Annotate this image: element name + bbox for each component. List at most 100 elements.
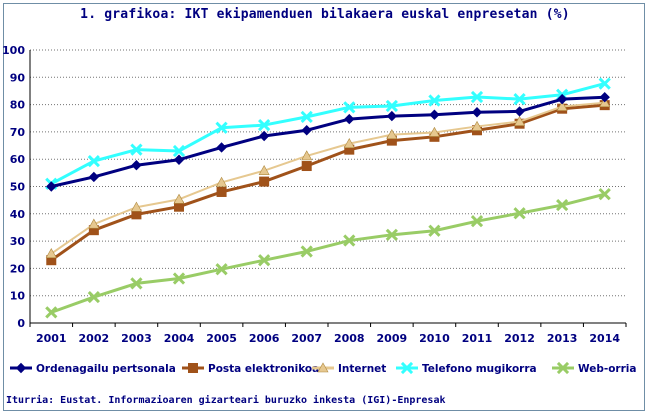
data-point-telefono-mugikorra	[215, 121, 228, 134]
data-point-ordenagailu-pertsonala	[429, 109, 440, 120]
data-point-web-orria	[470, 215, 484, 228]
y-tick-label: 80	[10, 99, 26, 112]
x-tick-label: 2002	[79, 332, 110, 345]
data-point-posta-elektronikoa	[259, 176, 270, 187]
data-point-web-orria	[130, 277, 143, 290]
data-point-web-orria	[258, 254, 271, 267]
data-point-internet	[173, 193, 185, 204]
data-point-internet	[301, 150, 313, 161]
data-point-web-orria	[513, 207, 526, 220]
data-point-ordenagailu-pertsonala	[514, 106, 525, 117]
data-point-internet	[45, 248, 57, 258]
data-point-telefono-mugikorra	[470, 90, 484, 104]
data-point-ordenagailu-pertsonala	[216, 142, 227, 153]
legend-label-internet: Internet	[338, 363, 386, 375]
series-line-posta-elektronikoa	[50, 103, 605, 262]
y-tick-label: 70	[10, 126, 26, 139]
y-tick-label: 90	[10, 71, 26, 84]
x-tick-label: 2008	[334, 332, 365, 345]
x-tick-label: 2003	[121, 332, 152, 345]
legend-label-posta-elektronikoa: Posta elektronikoa	[208, 363, 319, 375]
data-point-web-orria	[385, 228, 398, 241]
data-point-web-orria	[87, 290, 100, 304]
data-point-telefono-mugikorra	[87, 154, 100, 168]
x-tick-label: 2006	[249, 332, 280, 345]
legend-marker-telefono-mugikorra	[400, 361, 414, 375]
chart-title: 1. grafikoa: IKT ekipamenduen bilakaera …	[80, 7, 570, 22]
legend-marker-ordenagailu-pertsonala	[15, 362, 27, 374]
y-tick-label: 60	[10, 153, 26, 166]
data-point-web-orria	[300, 245, 313, 258]
data-point-internet	[514, 115, 526, 126]
y-tick-label: 40	[10, 208, 26, 221]
y-tick-label: 50	[10, 181, 26, 194]
data-point-internet	[343, 138, 355, 148]
data-point-web-orria	[172, 272, 186, 285]
data-point-ordenagailu-pertsonala	[46, 181, 57, 192]
legend-marker-internet	[317, 362, 329, 373]
legend-marker-web-orria	[556, 361, 570, 375]
legend-label-web-orria: Web-orria	[578, 363, 636, 375]
data-point-internet	[471, 120, 483, 131]
data-point-internet	[556, 100, 568, 111]
data-point-internet	[88, 218, 100, 229]
data-point-ordenagailu-pertsonala	[131, 159, 142, 171]
data-point-telefono-mugikorra	[258, 118, 271, 132]
data-point-ordenagailu-pertsonala	[88, 171, 100, 183]
data-point-ordenagailu-pertsonala	[471, 107, 483, 118]
data-point-ordenagailu-pertsonala	[599, 92, 610, 103]
data-point-telefono-mugikorra	[598, 77, 611, 90]
legend-label-telefono-mugikorra: Telefono mugikorra	[422, 363, 537, 375]
y-tick-label: 0	[17, 317, 25, 330]
x-tick-label: 2011	[462, 332, 493, 345]
data-point-internet	[428, 126, 440, 137]
legend-label-ordenagailu-pertsonala: Ordenagailu pertsonala	[36, 363, 176, 375]
series-line-telefono-mugikorra	[50, 82, 606, 186]
source-note: Iturria: Eustat. Informazioaren gizartea…	[6, 395, 446, 406]
series-line-web-orria	[50, 192, 606, 314]
x-tick-label: 2014	[589, 332, 620, 345]
data-point-internet	[216, 176, 228, 187]
x-tick-label: 2009	[377, 332, 408, 345]
x-tick-label: 2010	[419, 332, 450, 345]
x-tick-label: 2007	[291, 332, 322, 345]
data-point-ordenagailu-pertsonala	[173, 154, 185, 165]
y-tick-label: 20	[10, 262, 26, 275]
data-point-telefono-mugikorra	[130, 143, 143, 156]
x-tick-label: 2013	[547, 332, 578, 345]
data-point-internet	[386, 129, 398, 139]
data-point-telefono-mugikorra	[172, 144, 186, 158]
x-tick-label: 2012	[504, 332, 535, 345]
data-point-ordenagailu-pertsonala	[258, 130, 270, 142]
data-point-web-orria	[215, 263, 228, 276]
data-point-telefono-mugikorra	[513, 93, 526, 106]
data-point-posta-elektronikoa	[301, 161, 312, 172]
series-line-internet	[50, 101, 605, 255]
data-point-ordenagailu-pertsonala	[344, 113, 355, 125]
data-point-posta-elektronikoa	[216, 186, 227, 197]
data-point-web-orria	[343, 234, 356, 247]
data-point-ordenagailu-pertsonala	[301, 125, 312, 136]
data-point-web-orria	[428, 224, 441, 237]
y-tick-label: 100	[2, 44, 25, 57]
data-point-ordenagailu-pertsonala	[556, 93, 568, 105]
data-point-telefono-mugikorra	[428, 94, 441, 107]
data-point-web-orria	[45, 306, 58, 319]
chart-frame	[3, 3, 645, 411]
y-tick-label: 10	[10, 290, 26, 303]
data-point-internet	[258, 165, 270, 175]
data-point-web-orria	[556, 198, 569, 212]
data-point-internet	[130, 201, 142, 212]
series-line-ordenagailu-pertsonala	[50, 95, 605, 188]
x-tick-label: 2001	[36, 332, 67, 345]
data-point-telefono-mugikorra	[343, 101, 356, 114]
legend-marker-posta-elektronikoa	[188, 363, 198, 373]
data-point-web-orria	[598, 188, 611, 201]
x-tick-label: 2004	[164, 332, 195, 345]
data-point-telefono-mugikorra	[300, 110, 313, 124]
y-tick-label: 30	[10, 235, 26, 248]
data-point-ordenagailu-pertsonala	[386, 110, 398, 122]
x-tick-label: 2005	[206, 332, 237, 345]
data-point-telefono-mugikorra	[385, 99, 398, 113]
